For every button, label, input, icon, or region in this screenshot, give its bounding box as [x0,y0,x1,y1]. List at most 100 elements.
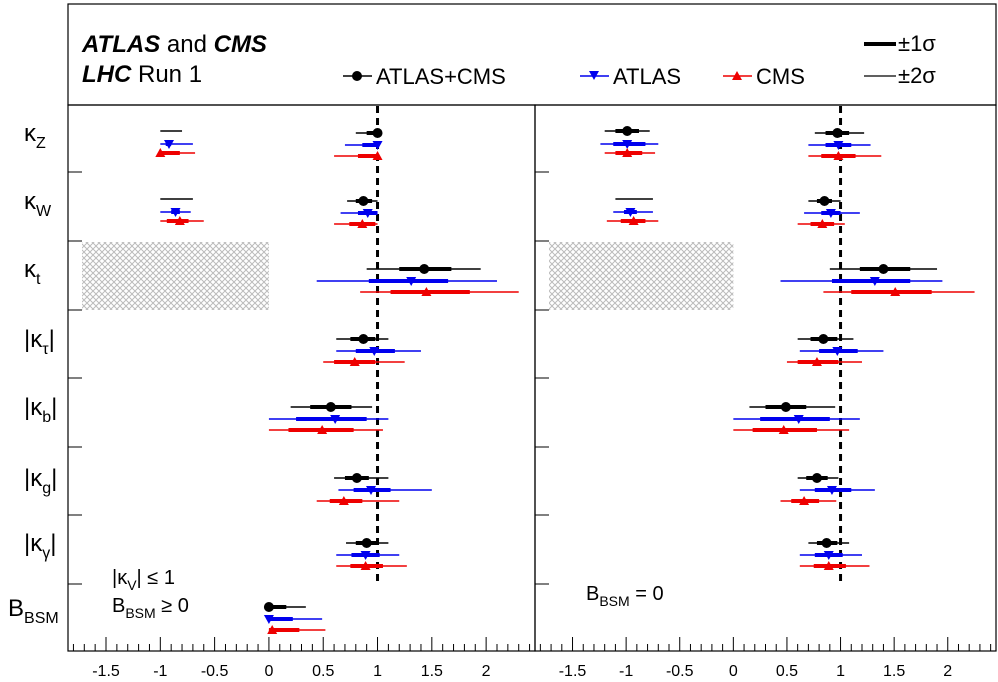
kappa_W-combined-point [358,196,369,206]
kappa_b-cms-point [317,425,328,434]
x-tick-label: -0.5 [201,663,229,680]
row-kappa_W [160,196,378,228]
row-kappa_tau [323,334,421,366]
row-label-subscript: γ [42,545,50,562]
kappa_Z-cms-secondary-point [155,148,166,157]
annotation-sub: BSM [125,605,155,621]
kappa_gamma-atlas-point [360,551,371,560]
kappa_Z-cms-point [833,151,844,160]
header-line-2: LHC Run 1 [82,61,202,88]
row-label-4: |κb| [24,394,57,426]
row-kappa_gamma [336,538,407,570]
x-tick-label: 1 [836,663,845,680]
row-label-symbol: κ [30,465,43,492]
row-kappa_b [733,402,860,434]
kappa_gamma-cms-point [823,561,834,570]
header-atlas: ATLAS [81,31,160,58]
kappa_gamma-cms-point [360,561,371,570]
kappa_Z-atlas-point [833,141,844,150]
annotation-sub: BSM [599,593,629,609]
row-label-7: BBSM [8,595,59,627]
legend-two-sigma-label: ±2σ [898,63,936,88]
row-label-0: κZ [24,120,46,152]
row-label-subscript: g [42,480,51,497]
row-label-abs-open: | [24,326,30,353]
kappa_t-combined-point [878,264,889,274]
B_BSM-combined-point [263,602,274,612]
header-line-1: ATLAS and CMS [81,31,267,58]
row-label-abs-open: | [24,465,30,492]
row-label-subscript: τ [42,341,49,358]
x-tick-label: 2 [482,663,491,680]
x-tick-label: -1.5 [92,663,120,680]
kappa_W-combined-point [819,196,830,206]
x-tick-label: 0 [264,663,273,680]
panel-frame [534,104,997,652]
kappa_b-combined-point [780,402,791,412]
x-tick-label: 1.5 [421,663,443,680]
annotation-pre: |κ [112,567,128,589]
legend-atlas-label: ATLAS [613,64,681,89]
row-kappa_Z [155,128,383,160]
kappa_g-cms-point [799,496,810,505]
panel-right: -1.5 -1 -0.5 0 0.5 1 1.5 2 BBSM = 0 [534,104,997,680]
x-tick-label: 1.5 [883,663,905,680]
B_BSM-cms-point [267,625,278,634]
legend-atlas-marker [589,71,599,80]
row-label-3: |κτ| [24,326,55,358]
row-B_BSM [263,602,326,634]
row-label-6: |κγ| [24,530,56,562]
header-and: and [160,31,213,58]
row-kappa_W [606,196,860,228]
row-kappa_gamma [799,538,870,570]
header-run: Run 1 [131,61,202,88]
annotation-post: | ≤ 1 [137,567,175,589]
kappa_tau-atlas-point [832,347,843,356]
kappa_t-cms-point [421,287,432,296]
row-label-symbol: κ [30,326,43,353]
kappa_Z-combined-point [832,128,843,138]
kappa_g-combined-point [351,473,362,483]
kappa_g-atlas-point [366,486,377,495]
B_BSM-atlas-point [263,615,274,624]
kappa_gamma-combined-point [821,538,832,548]
row-label-5: |κg| [24,465,57,497]
header-lhc: LHC [82,61,132,88]
row-label-abs-close: | [49,326,55,353]
kappa_W-cms-secondary-point [174,216,185,225]
x-tick-label: 0 [729,663,738,680]
kappa_b-cms-point [778,425,789,434]
kappa_b-atlas-point [793,415,804,424]
kappa_W-cms-point [357,219,368,228]
kappa_W-cms-point [817,219,828,228]
row-kappa_tau [786,334,884,366]
excluded-region-kappa-t [549,242,734,310]
row-label-symbol: κ [24,256,37,283]
kappa_g-cms-point [338,496,349,505]
legend-one-sigma-label: ±1σ [898,31,936,56]
kappa_tau-cms-point [811,357,822,366]
kappa_g-combined-point [811,473,822,483]
kappa_tau-combined-point [358,334,369,344]
row-label-symbol: κ [24,120,37,147]
row-label-abs-close: | [51,394,57,421]
row-label-subscript: t [36,271,41,288]
annotation-pre: B [112,595,125,617]
kappa_Z-combined-secondary-point [622,126,633,136]
kappa_W-atlas-point [825,209,836,218]
panel-annotation: BBSM = 0 [586,583,664,609]
x-tick-label: -1 [619,663,633,680]
row-kappa_b [268,402,389,434]
legend-cms-marker [732,71,742,80]
row-kappa_g [316,473,432,505]
kappa_g-atlas-point [826,486,837,495]
kappa_gamma-combined-point [361,538,372,548]
x-tick-label: 0.5 [776,663,798,680]
kappa_Z-cms-point [372,151,383,160]
row-label-symbol: B [8,595,24,622]
x-tick-label: 0.5 [312,663,334,680]
kappa_t-cms-point [890,287,901,296]
row-label-1: κW [24,188,52,220]
